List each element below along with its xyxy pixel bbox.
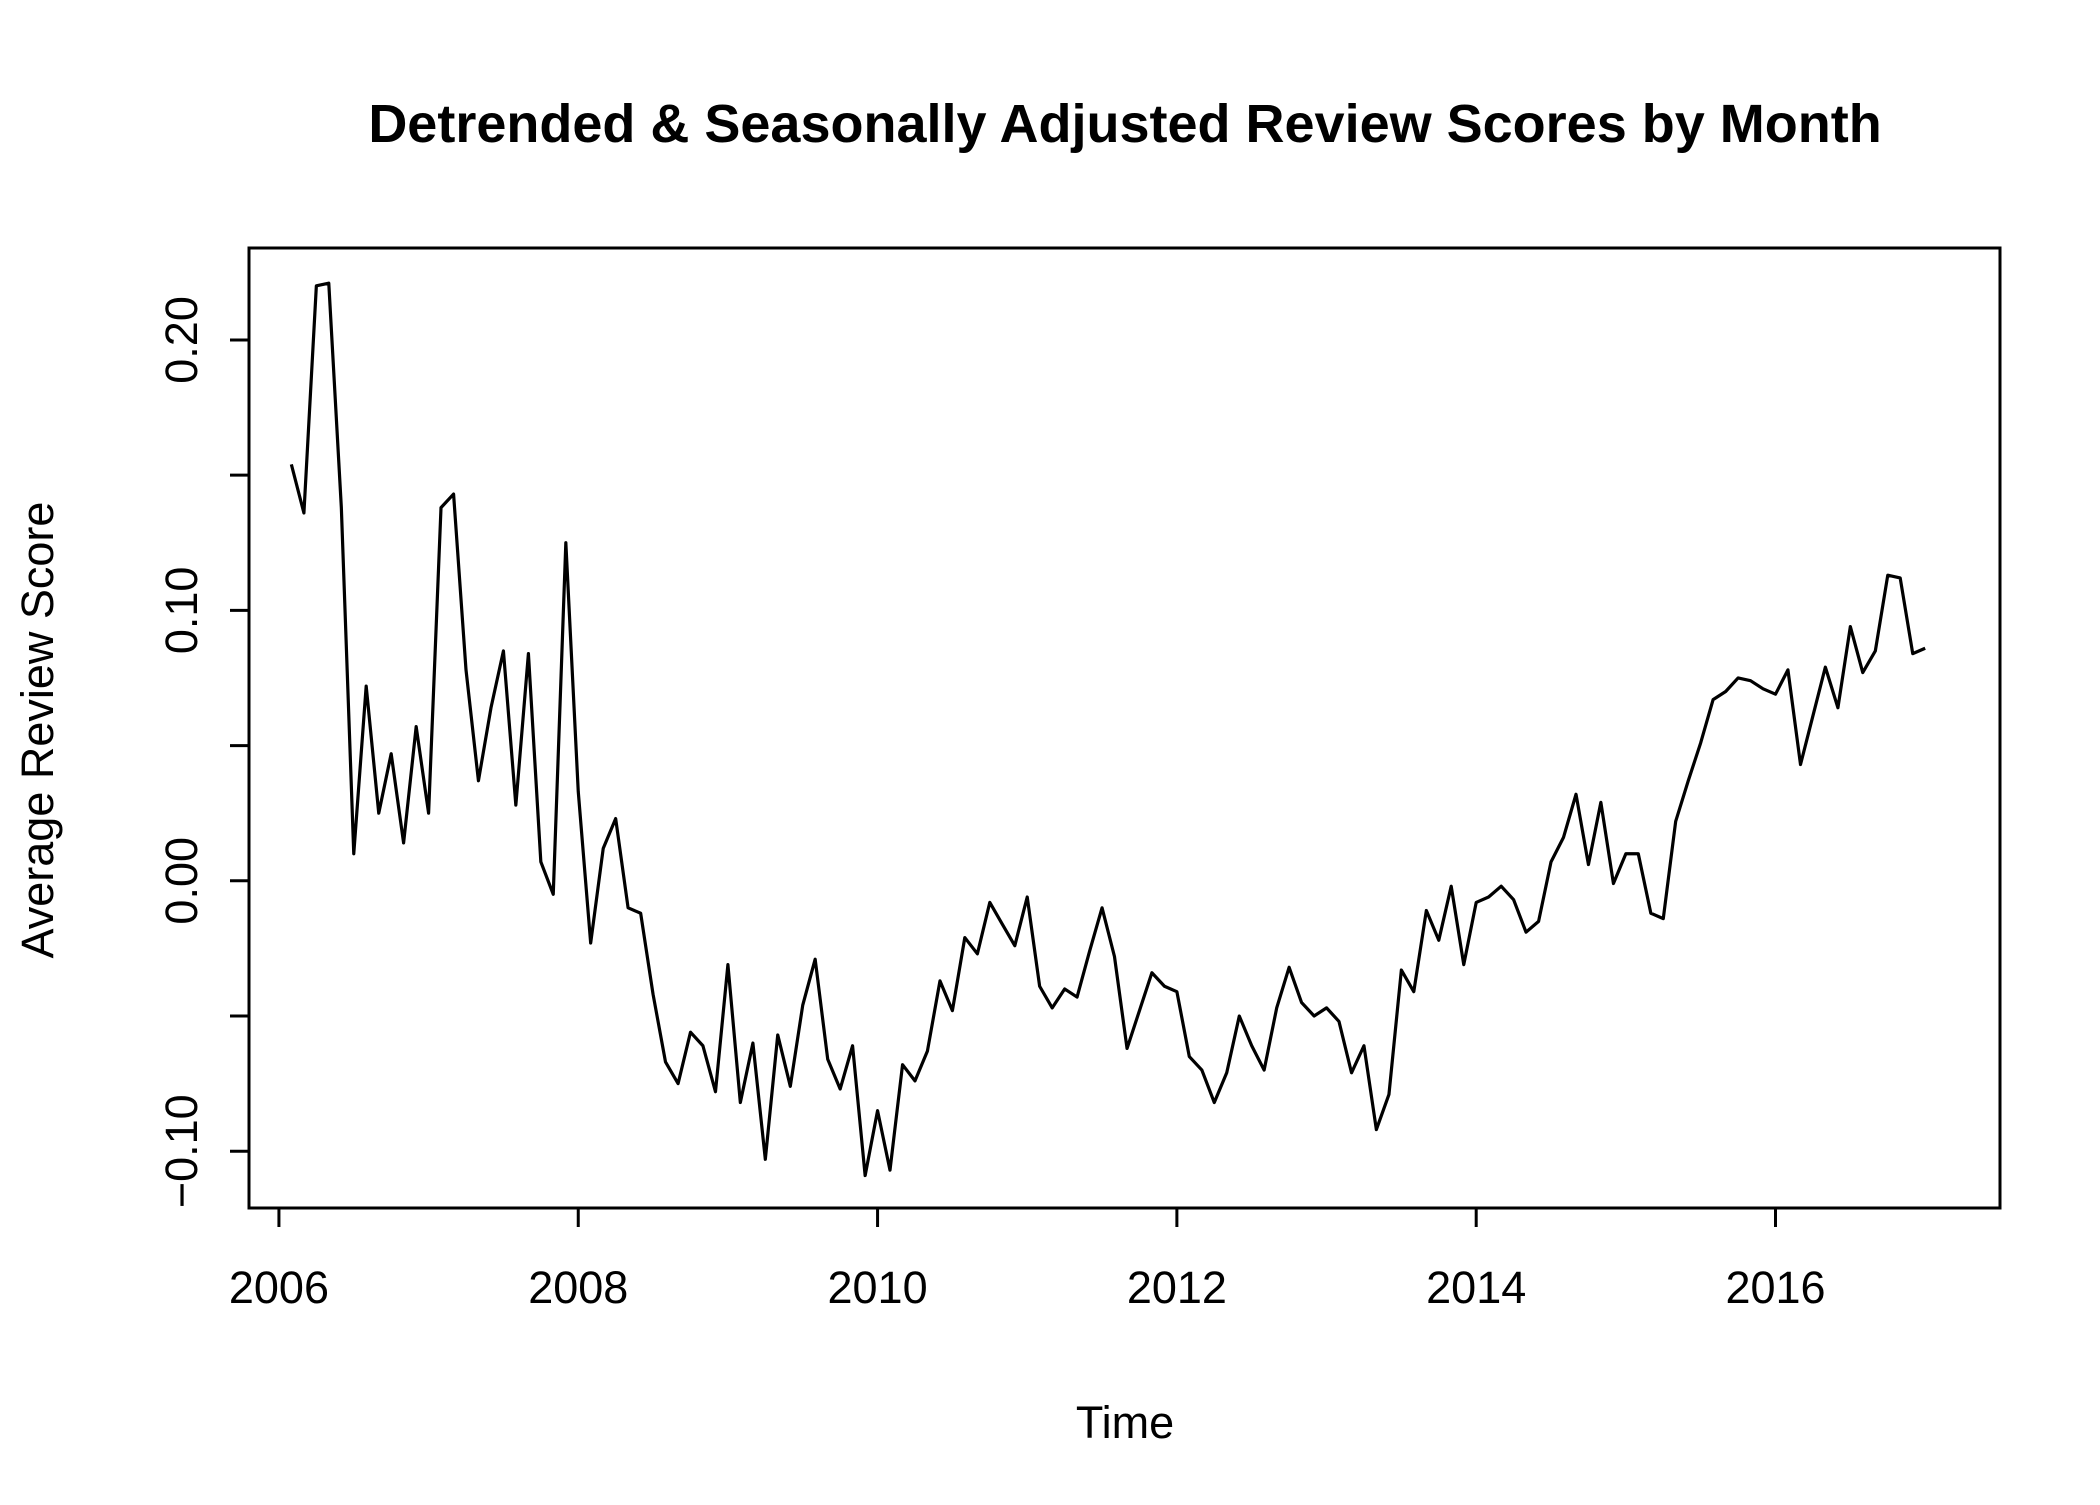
x-axis-label: Time [1076,1397,1174,1448]
x-tick-label: 2014 [1426,1262,1526,1313]
y-tick-label: 0.00 [156,837,207,925]
plot-frame [247,246,2002,1210]
x-axis: 2006 2008 2010 2012 2014 2016 [229,1206,1826,1313]
series-group [289,281,1926,1178]
x-tick-label: 2016 [1725,1262,1825,1313]
y-axis: −0.10 0.00 0.10 0.20 [156,296,251,1208]
x-tick-label: 2008 [528,1262,628,1313]
x-tick-label: 2006 [229,1262,329,1313]
y-tick-label: 0.20 [156,296,207,384]
y-tick-label: −0.10 [156,1094,207,1208]
chart-title: Detrended & Seasonally Adjusted Review S… [368,94,1881,154]
y-axis-label: Average Review Score [12,502,63,959]
series-line-0 [289,281,1926,1178]
x-tick-label: 2012 [1127,1262,1227,1313]
x-tick-label: 2010 [828,1262,928,1313]
y-tick-label: 0.10 [156,567,207,655]
